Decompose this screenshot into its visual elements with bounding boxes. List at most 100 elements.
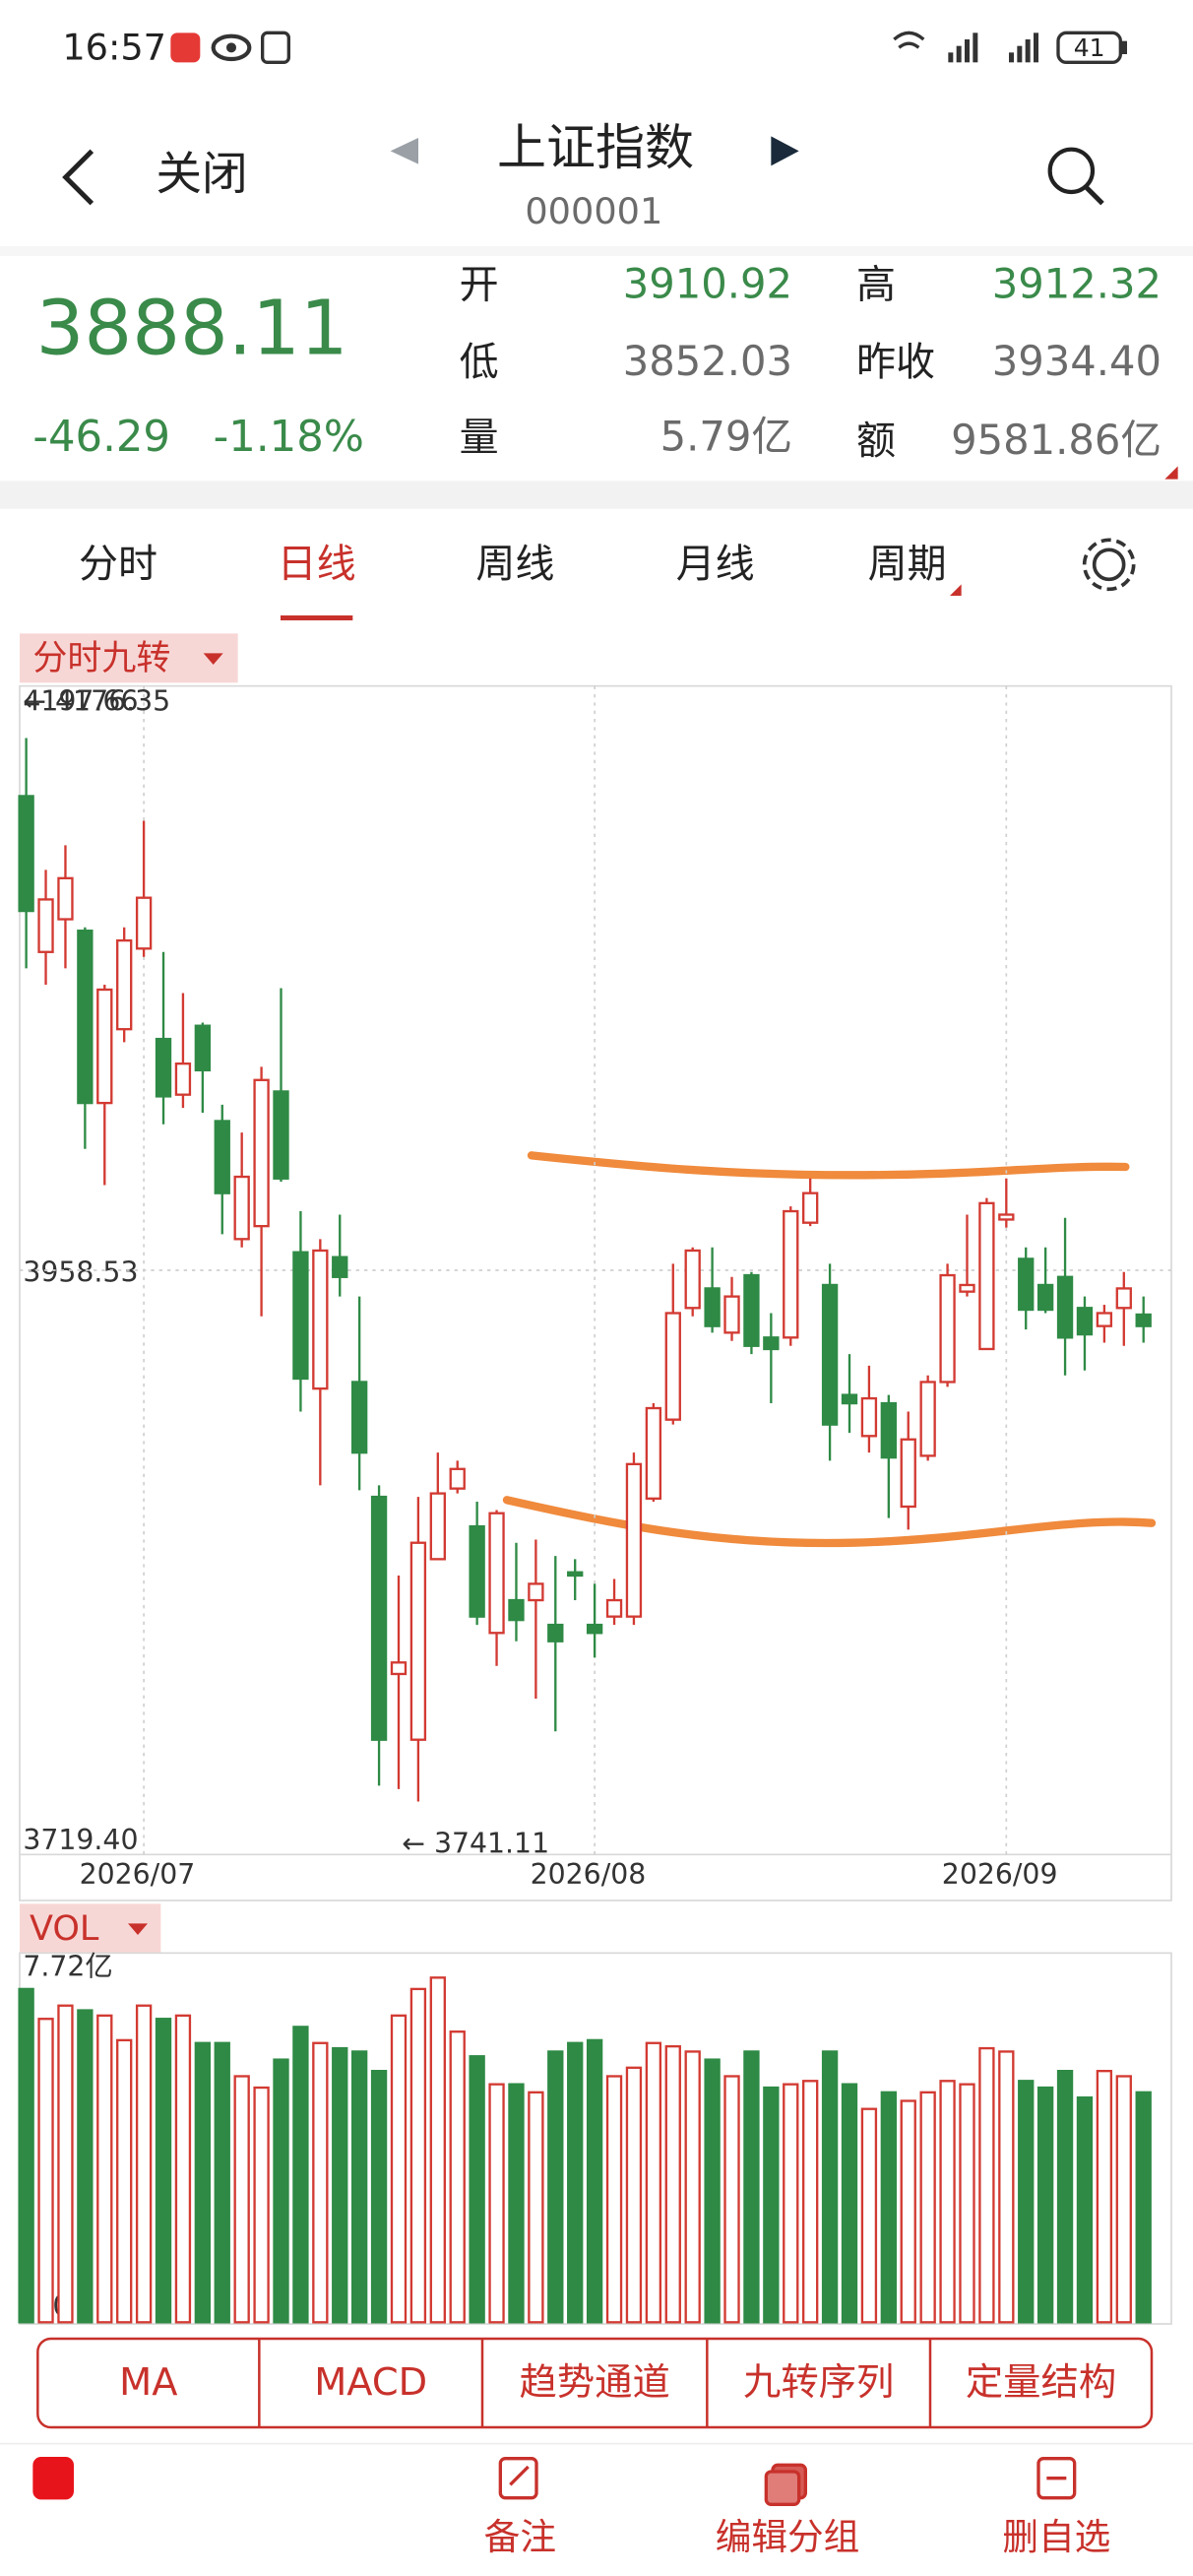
candle-body [449, 1467, 466, 1490]
prev-button[interactable] [390, 138, 418, 164]
candle-body [528, 1582, 544, 1602]
tab[interactable]: 周期 [868, 542, 947, 587]
volume-bar [763, 2086, 780, 2324]
field-value: 3912.32 [992, 260, 1162, 308]
candle-body [409, 1541, 427, 1741]
volume-title[interactable]: VOL [30, 1909, 99, 1949]
divider [0, 246, 1193, 257]
corner-marker [1164, 466, 1178, 480]
x-tick-label: 2026/09 [942, 1858, 1058, 1891]
volume-bar [77, 2009, 94, 2324]
candle-body [135, 896, 153, 950]
field-label: 昨收 [856, 340, 935, 385]
indicator-button[interactable]: MACD [314, 2360, 427, 2405]
indicator-button[interactable]: 九转序列 [743, 2360, 894, 2405]
volume-bar [998, 2050, 1015, 2324]
indicator-button[interactable]: 趋势通道 [520, 2360, 670, 2405]
next-button[interactable] [771, 136, 799, 166]
candlestick-chart: 3719.40 3958.53 4197.66 2026/07 2026/08 2026/… [18, 684, 1171, 1891]
candle-body [253, 1078, 270, 1228]
volume-bar [429, 1976, 446, 2324]
candle-body [273, 1090, 289, 1180]
close-label[interactable]: 关闭 [156, 149, 247, 202]
volume-bar [1056, 2070, 1074, 2324]
volume-bar [959, 2083, 975, 2324]
y-tick-label: 4197.66 [23, 684, 138, 717]
volume-bar [880, 2091, 897, 2324]
dropdown-arrow [203, 653, 223, 666]
settings-button[interactable] [1082, 538, 1136, 592]
bottom-icons [498, 2457, 1077, 2506]
volume-bar [664, 2044, 681, 2324]
y-tick-label: 3719.40 [23, 1824, 138, 1856]
price-change-pct: -1.18% [214, 413, 364, 462]
volume-bar [1135, 2091, 1152, 2324]
x-tick-label: 2026/08 [531, 1858, 647, 1891]
app-icon [170, 32, 201, 63]
indicator-button[interactable]: MA [119, 2360, 177, 2405]
volume-bar [605, 2075, 623, 2324]
candle-body [1115, 1287, 1132, 1310]
field-label: 额 [856, 419, 896, 464]
field-value: 3934.40 [992, 337, 1162, 385]
tab[interactable]: 分时 [79, 542, 157, 587]
back-button[interactable] [62, 149, 94, 206]
candle-body [645, 1406, 662, 1500]
indicator-selector[interactable] [20, 633, 238, 683]
volume-bar [547, 2050, 564, 2324]
volume-bar [449, 2030, 466, 2324]
candle-body [900, 1438, 916, 1509]
tab[interactable]: 周线 [475, 542, 554, 587]
volume-bar [1076, 2095, 1094, 2324]
tab-underline [281, 615, 353, 621]
bottom-action[interactable]: 备注 [484, 2516, 556, 2558]
candle-body [214, 1120, 230, 1194]
candle-body [998, 1213, 1015, 1221]
battery-tip [1122, 40, 1127, 55]
x-tick-label: 2026/07 [80, 1858, 196, 1891]
candle-body [860, 1396, 878, 1438]
candle-body [429, 1492, 446, 1561]
volume-bar [704, 2058, 721, 2324]
volume-bar [96, 2014, 113, 2324]
candle-body [312, 1249, 329, 1390]
tab[interactable]: 月线 [676, 542, 755, 587]
volume-bar [370, 2070, 388, 2324]
candle-body [1096, 1312, 1113, 1327]
candle-body [939, 1273, 956, 1384]
candle-body [919, 1381, 936, 1457]
candle-body [723, 1295, 740, 1334]
volume-bar [567, 2041, 584, 2324]
volume-bar [350, 2050, 368, 2324]
bottom-action[interactable]: 编辑分组 [716, 2516, 860, 2558]
volume-bar [116, 2038, 133, 2324]
candle-body [57, 876, 74, 921]
field-value: 5.79亿 [660, 413, 792, 461]
tab-dropdown-marker [950, 584, 962, 597]
volume-bar [469, 2055, 485, 2324]
volume-bar [488, 2083, 505, 2324]
volume-bar [312, 2041, 329, 2324]
indicator-button-group [36, 2337, 1154, 2429]
alert-button[interactable] [32, 2457, 74, 2500]
candle-body [763, 1336, 780, 1351]
candle-body [802, 1191, 819, 1224]
volume-bar [155, 2018, 172, 2324]
candle-body [332, 1256, 348, 1278]
candle-body [1056, 1275, 1074, 1339]
bottom-action[interactable]: 删自选 [1002, 2516, 1110, 2558]
indicator-title[interactable]: 分时九转 [32, 639, 170, 678]
indicator-button[interactable]: 定量结构 [966, 2360, 1116, 2405]
candle-body [350, 1381, 368, 1454]
candle-body [586, 1623, 603, 1635]
candle-body [959, 1283, 975, 1293]
price-change: -46.29 [32, 413, 170, 462]
volume-bar [625, 2066, 643, 2324]
search-button[interactable] [1047, 147, 1104, 206]
drawn-resistance-line [527, 1151, 1130, 1180]
tab[interactable]: 日线 [278, 542, 356, 587]
field-label: 开 [460, 263, 499, 308]
volume-bar [390, 2014, 408, 2324]
volume-bar [939, 2080, 956, 2324]
status-time: 16:57 [62, 27, 166, 69]
